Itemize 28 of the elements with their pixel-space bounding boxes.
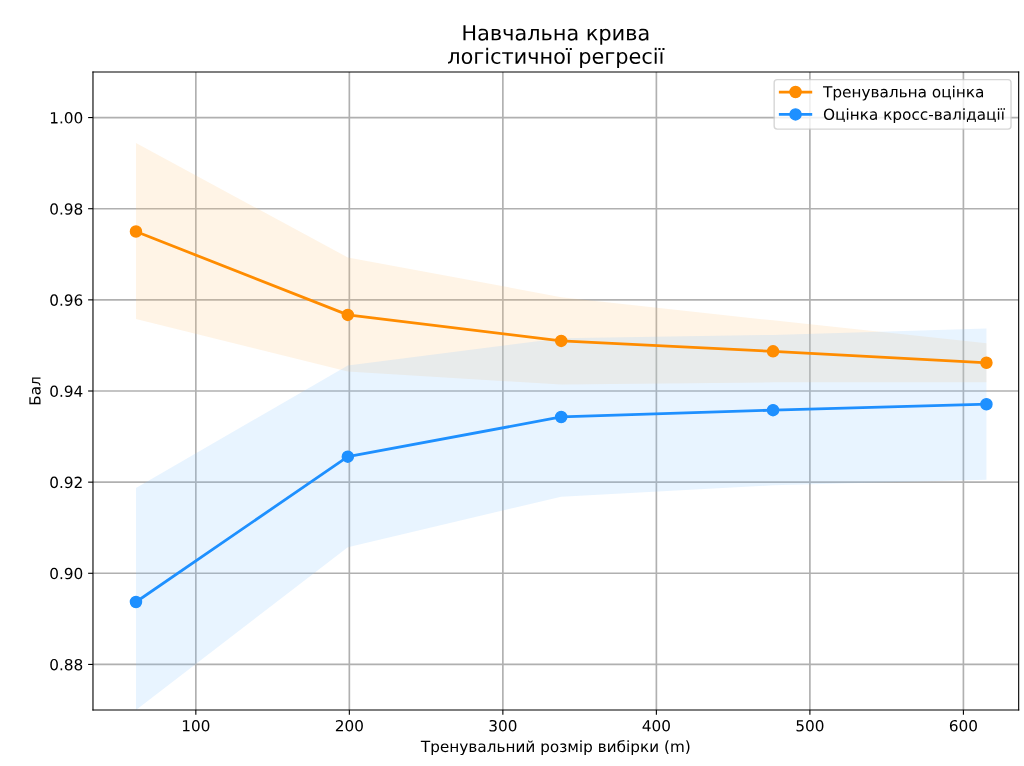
point xyxy=(980,356,993,370)
y-tick-label: 0.92 xyxy=(50,476,82,489)
x-axis-title: Тренувальний розмір вибірки (m) xyxy=(420,740,690,756)
point xyxy=(766,345,780,358)
y-tick-label: 0.94 xyxy=(50,385,83,398)
point xyxy=(766,403,780,417)
point xyxy=(554,410,568,424)
point xyxy=(129,225,143,238)
point xyxy=(129,595,143,609)
x-tick-label: 400 xyxy=(642,720,670,732)
y-tick-label: 0.88 xyxy=(50,658,83,671)
x-tick-label: 500 xyxy=(796,720,824,732)
y-tick-label: 0.90 xyxy=(50,567,83,580)
point xyxy=(341,308,355,322)
y-tick-label: 1.00 xyxy=(50,112,83,124)
x-tick-label: 200 xyxy=(335,720,363,732)
y-tick-label: 0.96 xyxy=(50,294,83,306)
y-tick-label: 0.98 xyxy=(50,203,83,215)
x-tick-label: 100 xyxy=(182,720,210,732)
point xyxy=(554,334,568,348)
chart-title: Навчальна крива логістичної регресії xyxy=(448,25,665,68)
x-tick-label: 600 xyxy=(949,720,977,732)
point xyxy=(980,397,993,411)
legend-label: Оцінка кросс-валідації xyxy=(823,108,1006,123)
legend-label: Тренувальна оцінка xyxy=(823,85,984,101)
point xyxy=(341,450,355,463)
x-tick-label: 300 xyxy=(489,720,517,732)
y-axis-title: Бал xyxy=(29,377,41,405)
